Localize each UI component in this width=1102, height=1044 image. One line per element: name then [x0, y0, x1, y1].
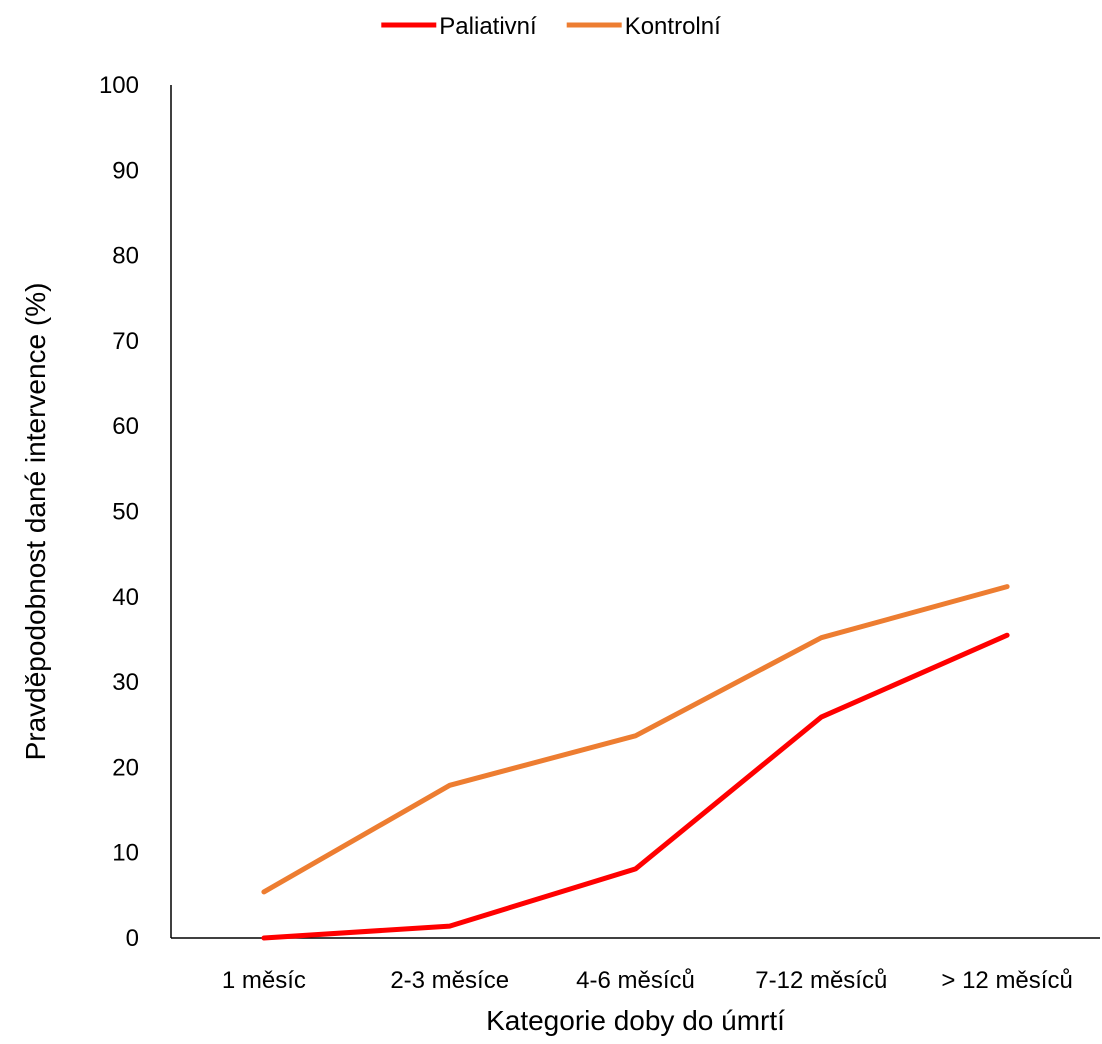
y-tick-label: 20 [112, 754, 139, 781]
legend-label: Paliativní [439, 13, 537, 40]
y-tick-label: 0 [126, 925, 139, 952]
legend: Paliativní Kontrolní [381, 13, 721, 40]
x-axis-title: Kategorie doby do úmrtí [486, 1005, 785, 1036]
x-axis-ticks: 1 měsíc 2-3 měsíce 4-6 měsíců 7-12 měsíců > … [222, 967, 1073, 994]
y-tick-label: 10 [112, 840, 139, 867]
y-axis-ticks: 0 10 20 30 40 50 60 70 80 90 100 [99, 72, 139, 952]
y-axis-title: Pravděpodobnost dané intervence (%) [20, 283, 51, 761]
y-tick-label: 30 [112, 669, 139, 696]
y-tick-label: 70 [112, 328, 139, 355]
y-tick-label: 50 [112, 499, 139, 526]
x-tick-label: 4-6 měsíců [576, 967, 695, 994]
legend-item: Kontrolní [566, 13, 721, 40]
x-tick-label: 7-12 měsíců [755, 967, 887, 994]
y-tick-label: 90 [112, 157, 139, 184]
y-tick-label: 60 [112, 413, 139, 440]
y-tick-label: 80 [112, 243, 139, 270]
legend-label: Kontrolní [625, 13, 721, 40]
x-tick-label: 2-3 měsíce [390, 967, 509, 994]
series-layer [261, 584, 1010, 941]
y-tick-label: 40 [112, 584, 139, 611]
legend-item: Paliativní [381, 13, 537, 40]
x-tick-label: 1 měsíc [222, 967, 306, 994]
y-tick-label: 100 [99, 72, 139, 99]
series-line-kontrolni [261, 584, 1010, 895]
series-line-paliativni [261, 632, 1010, 941]
x-tick-label: > 12 měsíců [941, 967, 1072, 994]
